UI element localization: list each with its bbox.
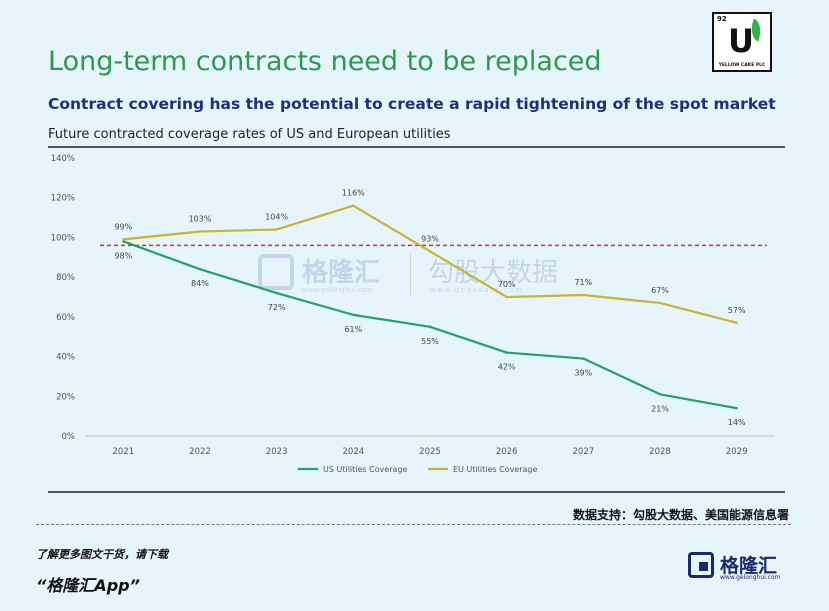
x-tick-label: 2021: [113, 447, 135, 457]
data-label: 67%: [651, 286, 669, 295]
chart-series: 98% 84% 72% 61% 55% 42% 39% 21% 14% 99% 103% 104% 11…: [114, 189, 746, 428]
data-point: [505, 295, 508, 299]
x-tick-label: 2022: [189, 447, 211, 457]
company-logo: 92 U YELLOW CAKE PLC: [712, 12, 772, 72]
data-point: [582, 357, 585, 360]
x-tick-label: 2026: [496, 447, 518, 457]
caption-divider: [48, 146, 785, 148]
data-point: [428, 325, 432, 328]
data-label: 14%: [728, 418, 746, 427]
x-tick-label: 2027: [573, 447, 595, 457]
legend-label: EU Utilities Coverage: [453, 465, 538, 474]
data-point: [198, 230, 202, 233]
logo-number: 92: [717, 15, 727, 23]
x-tick-label: 2023: [266, 447, 288, 457]
data-label: 55%: [421, 337, 439, 346]
x-tick-label: 2025: [419, 447, 441, 457]
data-point: [198, 268, 202, 271]
data-point: [352, 204, 355, 207]
data-label: 116%: [342, 189, 365, 198]
footer-prompt: 了解更多图文干货，请下载: [36, 548, 168, 561]
chart-caption: Future contracted coverage rates of US a…: [48, 127, 451, 142]
data-point: [122, 238, 125, 241]
chart-axes: 0% 20% 40% 60% 80% 100% 120% 140% 2021 2022 2023 20…: [51, 154, 775, 457]
watermark-url-secondary: www.gogudata.com: [430, 286, 524, 294]
y-tick-label: 0%: [62, 432, 76, 442]
watermark-logo-icon: [258, 254, 294, 290]
footer-divider: [36, 524, 791, 525]
chart-bottom-divider: [48, 491, 785, 493]
data-point: [275, 291, 278, 295]
y-tick-label: 40%: [56, 353, 75, 363]
watermark-name: 格隆汇: [302, 258, 381, 288]
data-label: 57%: [728, 306, 746, 315]
y-tick-label: 60%: [56, 313, 75, 323]
data-point: [352, 313, 355, 317]
logo-letter: U: [728, 22, 754, 60]
slide-subtitle: Contract covering has the potential to c…: [48, 95, 776, 113]
data-point: [735, 321, 738, 325]
data-label: 84%: [191, 279, 209, 288]
data-label: 39%: [574, 369, 592, 378]
x-tick-label: 2028: [649, 447, 671, 457]
data-point: [275, 228, 278, 231]
logo-text: YELLOW CAKE PLC: [718, 63, 766, 68]
watermark-url: www.gelonghui.com: [302, 286, 373, 294]
brand-logo[interactable]: 格隆汇 www.gelonghui.com: [688, 552, 798, 582]
series-line-us: [122, 240, 737, 410]
brand-mark-icon: [688, 552, 714, 578]
data-label: 99%: [114, 222, 132, 231]
slide-title: Long-term contracts need to be replaced: [48, 46, 602, 77]
data-label: 70%: [498, 280, 516, 289]
data-point: [658, 301, 662, 305]
data-point: [122, 240, 125, 243]
data-point: [505, 351, 508, 354]
data-label: 103%: [189, 214, 212, 223]
data-source: 数据支持：勾股大数据、美国能源信息署: [572, 508, 789, 522]
x-tick-label: 2029: [726, 447, 748, 457]
data-label: 21%: [651, 404, 669, 413]
footer-app-name: “格隆汇App”: [36, 576, 140, 595]
brand-name: 格隆汇: [720, 555, 778, 577]
data-point: [658, 393, 662, 396]
y-tick-label: 20%: [56, 392, 75, 402]
watermark-separator: [410, 254, 411, 296]
brand-url: www.gelonghui.com: [720, 574, 781, 581]
data-label: 93%: [421, 234, 439, 243]
y-tick-label: 100%: [51, 233, 75, 243]
y-tick-label: 120%: [51, 194, 75, 204]
data-label: 42%: [498, 363, 516, 372]
data-point: [428, 250, 432, 253]
legend-label: US Utilities Coverage: [323, 465, 408, 474]
data-point: [582, 293, 585, 297]
data-label: 61%: [344, 325, 362, 334]
y-tick-label: 80%: [56, 273, 75, 283]
data-label: 72%: [268, 303, 286, 312]
data-label: 71%: [574, 278, 592, 287]
chart-legend: US Utilities Coverage EU Utilities Covera…: [298, 465, 538, 474]
data-label: 98%: [114, 251, 132, 260]
data-label: 104%: [265, 212, 288, 221]
line-chart: 0% 20% 40% 60% 80% 100% 120% 140% 2021 2022 2023 20…: [51, 154, 775, 474]
series-line-eu: [123, 204, 737, 324]
x-tick-label: 2024: [343, 447, 365, 457]
data-point: [735, 407, 738, 410]
y-tick-label: 140%: [51, 154, 75, 164]
